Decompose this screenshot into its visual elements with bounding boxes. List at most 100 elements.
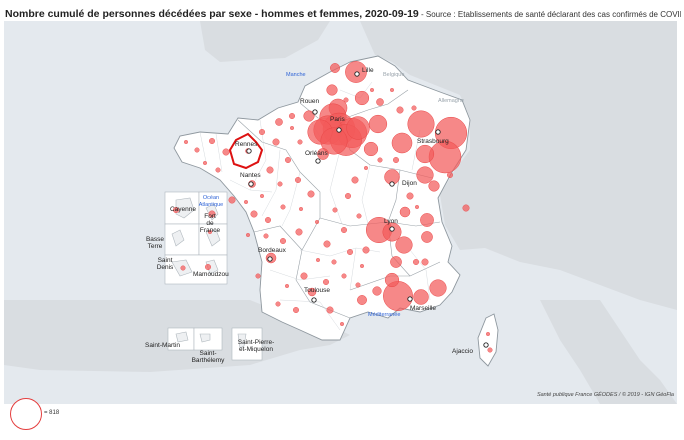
bubble-bouches-du-rh-ne[interactable] — [383, 281, 413, 311]
bubble-minor[interactable] — [180, 265, 186, 271]
bubble-minor[interactable] — [285, 284, 290, 289]
bubble-minor[interactable] — [406, 192, 414, 200]
bubble-minor[interactable] — [272, 138, 280, 146]
bubble-minor[interactable] — [316, 258, 321, 263]
bubble-minor[interactable] — [260, 193, 265, 198]
bubble-minor[interactable] — [194, 147, 200, 153]
bubble-minor[interactable] — [172, 206, 179, 213]
bubble-minor[interactable] — [207, 229, 212, 234]
bubble-marne[interactable] — [368, 114, 388, 134]
bubble-minor[interactable] — [250, 210, 258, 218]
bubble-minor[interactable] — [447, 171, 454, 178]
bubble-minor[interactable] — [486, 332, 491, 337]
bubble-doubs[interactable] — [416, 166, 434, 184]
bubble-minor[interactable] — [285, 156, 292, 163]
bubble-minor[interactable] — [265, 216, 272, 223]
bubble-minor[interactable] — [360, 264, 365, 269]
bubble-minor[interactable] — [415, 204, 420, 209]
selected-department-outline[interactable] — [228, 132, 264, 170]
bubble-minor[interactable] — [259, 128, 266, 135]
bubble-minor[interactable] — [245, 232, 250, 237]
bubble-minor[interactable] — [208, 210, 216, 218]
bubble-minor[interactable] — [307, 190, 315, 198]
bubble-savoie[interactable] — [421, 231, 433, 243]
bubble-somme[interactable] — [326, 84, 338, 96]
bubble-minor[interactable] — [215, 167, 221, 173]
map-panel[interactable]: Manche Océan Atlantique Méditerranée Belg… — [4, 21, 677, 404]
bubble-minor[interactable] — [183, 139, 188, 144]
bubble-minor[interactable] — [341, 226, 348, 233]
bubble-minor[interactable] — [266, 166, 274, 174]
bubble-minor[interactable] — [362, 246, 370, 254]
bubble-var[interactable] — [413, 289, 429, 305]
bubble-minor[interactable] — [390, 87, 395, 92]
bubble-haute-garonne[interactable] — [307, 287, 317, 297]
bubble-minor[interactable] — [393, 156, 400, 163]
bubble-loire[interactable] — [382, 222, 402, 242]
bubble-ain[interactable] — [399, 206, 411, 218]
bubble-aisne[interactable] — [354, 90, 370, 106]
bubble-minor[interactable] — [275, 301, 281, 307]
bubble-ardennes[interactable] — [376, 98, 384, 106]
bubble-minor[interactable] — [290, 125, 295, 130]
bubble-minor[interactable] — [204, 264, 211, 271]
bubble-moselle[interactable] — [407, 110, 435, 138]
bubble-seine-maritime[interactable] — [303, 110, 315, 122]
bubble-minor[interactable] — [280, 204, 286, 210]
bubble-minor[interactable] — [222, 148, 230, 156]
bubble-haut-rhin[interactable] — [428, 140, 462, 174]
bubble-minor[interactable] — [347, 248, 354, 255]
bubble-minor[interactable] — [377, 157, 383, 163]
bubble-h-rault[interactable] — [357, 295, 367, 305]
bubble-vaucluse[interactable] — [384, 272, 400, 288]
bubble-minor[interactable] — [243, 199, 248, 204]
bubble-territoire-de-belfort[interactable] — [428, 180, 440, 192]
bubble-essonne[interactable] — [320, 127, 348, 155]
bubble-loiret[interactable] — [317, 148, 329, 160]
bubble-minor[interactable] — [293, 307, 300, 314]
bubble-minor[interactable] — [331, 259, 337, 265]
bubble-calvados[interactable] — [275, 118, 283, 126]
bubble-minor[interactable] — [413, 259, 420, 266]
bubble-minor[interactable] — [345, 192, 352, 199]
bubble-minor[interactable] — [299, 206, 304, 211]
bubble-minor[interactable] — [340, 322, 345, 327]
bubble-minor[interactable] — [289, 112, 296, 119]
bubble-seine-et-marne[interactable] — [346, 116, 370, 140]
bubble-aube[interactable] — [363, 141, 379, 157]
bubble-minor[interactable] — [343, 97, 349, 103]
bubble-minor[interactable] — [255, 273, 261, 279]
bubble-meurthe-et-moselle[interactable] — [391, 132, 413, 154]
bubble-minor[interactable] — [396, 106, 404, 114]
bubble-minor[interactable] — [462, 204, 470, 212]
bubble-minor[interactable] — [202, 160, 207, 165]
bubble-minor[interactable] — [332, 207, 338, 213]
bubble-minor[interactable] — [370, 87, 375, 92]
bubble-minor[interactable] — [341, 273, 347, 279]
bubble-minor[interactable] — [263, 233, 269, 239]
bubble-minor[interactable] — [297, 139, 303, 145]
bubble-minor[interactable] — [323, 279, 330, 286]
bubble-minor[interactable] — [295, 228, 303, 236]
bubble-minor[interactable] — [364, 165, 369, 170]
bubble-minor[interactable] — [280, 237, 287, 244]
map-canvas[interactable]: Manche Océan Atlantique Méditerranée Belg… — [4, 21, 677, 404]
bubble-alpes-maritimes[interactable] — [429, 279, 447, 297]
bubble-minor[interactable] — [300, 272, 308, 280]
bubble-is-re[interactable] — [395, 236, 413, 254]
bubble-minor[interactable] — [351, 176, 359, 184]
bubble-minor[interactable] — [326, 306, 334, 314]
bubble-vosges[interactable] — [415, 144, 435, 164]
bubble-layer[interactable] — [172, 61, 493, 353]
bubble-haute-savoie[interactable] — [420, 213, 434, 227]
bubble-minor[interactable] — [411, 105, 417, 111]
bubble-pas-de-calais[interactable] — [330, 63, 340, 73]
bubble-minor[interactable] — [315, 219, 320, 224]
bubble-minor[interactable] — [228, 196, 236, 204]
bubble-minor[interactable] — [208, 137, 215, 144]
bubble-dr-me[interactable] — [390, 256, 402, 268]
bubble-minor[interactable] — [356, 213, 362, 219]
bubble-minor[interactable] — [487, 347, 493, 353]
bubble-gard[interactable] — [372, 286, 382, 296]
bubble-minor[interactable] — [355, 282, 361, 288]
